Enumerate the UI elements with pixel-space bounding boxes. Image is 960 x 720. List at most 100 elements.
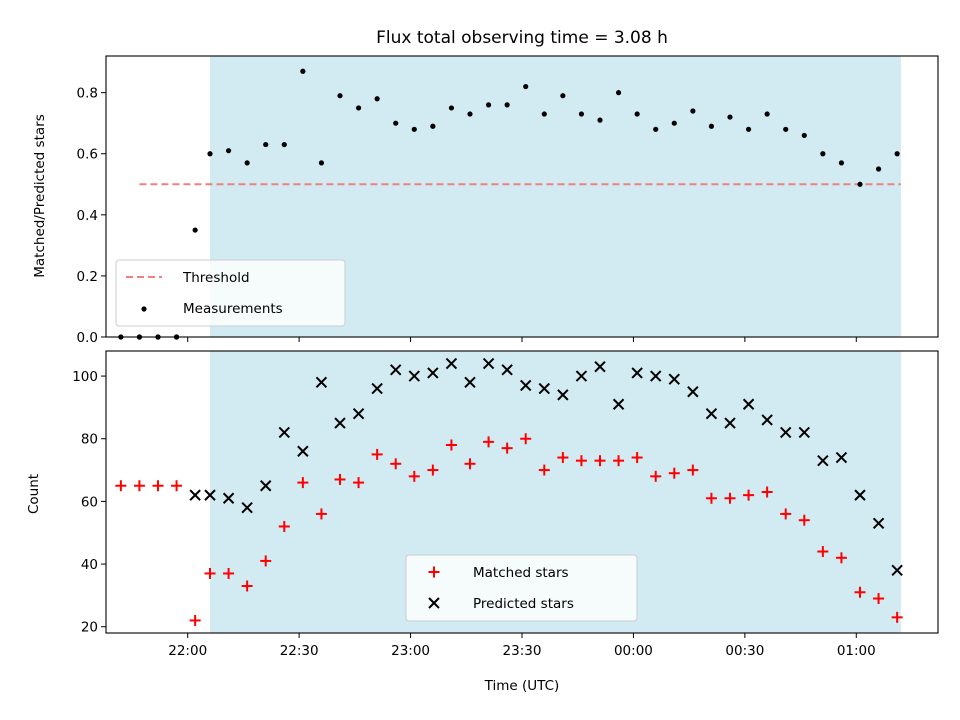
x-marker-b xyxy=(854,489,866,501)
legend-box xyxy=(115,259,346,327)
measurements-point xyxy=(560,93,566,99)
x-axis-label: Time (UTC) xyxy=(484,678,560,694)
predicted-stars-point xyxy=(557,389,569,401)
predicted-stars-point xyxy=(222,492,235,504)
measurements-point xyxy=(690,108,696,114)
matched-stars-point xyxy=(687,464,699,476)
x-marker-b xyxy=(650,370,662,382)
measurements-point xyxy=(263,141,269,148)
predicted-stars-point xyxy=(482,357,495,370)
measurements-point xyxy=(393,120,399,126)
predicted-stars-point xyxy=(872,517,885,530)
x-marker-b xyxy=(520,379,532,392)
predicted-stars-point xyxy=(189,489,201,501)
matched-stars-point xyxy=(133,480,145,492)
predicted-stars-point xyxy=(612,398,625,410)
predicted-stars-point xyxy=(668,373,680,385)
matched-stars-point xyxy=(445,439,457,451)
x-marker-b xyxy=(241,501,253,514)
predicted-stars-point xyxy=(501,364,513,376)
x-marker-b xyxy=(482,357,495,370)
x-marker-b xyxy=(260,480,272,492)
matched-stars-point xyxy=(334,473,346,485)
measurements-point xyxy=(597,117,603,123)
predicted-stars-point xyxy=(854,489,866,501)
matched-stars-point xyxy=(241,580,253,592)
legend-label: Matched stars xyxy=(473,565,569,581)
predicted-stars-point xyxy=(241,501,253,514)
predicted-stars-point xyxy=(297,445,309,457)
matched-stars-point xyxy=(260,555,272,567)
measurements-point xyxy=(653,126,659,132)
matched-stars-point xyxy=(650,470,662,482)
predicted-stars-point xyxy=(520,379,532,392)
matched-stars-point xyxy=(483,436,495,448)
matched-stars-point xyxy=(223,567,235,579)
predicted-stars-point xyxy=(371,382,383,395)
matched-stars-point xyxy=(278,520,290,532)
legend: Matched stars Predicted stars xyxy=(405,554,638,622)
matched-stars-point xyxy=(780,508,792,520)
measurements-point xyxy=(448,105,455,111)
matched-stars-point xyxy=(115,480,127,492)
y-tick-label: 60 xyxy=(81,494,98,510)
matched-stars-point xyxy=(189,614,201,626)
matched-stars-point xyxy=(594,455,606,467)
matched-stars-point xyxy=(464,458,476,470)
measurements-point xyxy=(578,111,585,117)
matched-stars-point xyxy=(798,514,810,526)
x-marker-b xyxy=(835,451,848,464)
x-marker-b xyxy=(315,376,328,389)
x-marker-b xyxy=(742,398,755,410)
matched-stars-point xyxy=(204,567,216,579)
measurements-point xyxy=(244,160,250,166)
measurements-point xyxy=(764,111,770,117)
matched-stars-point xyxy=(668,467,680,479)
predicted-stars-point xyxy=(260,480,272,492)
top-y-axis-label: Matched/Predicted stars xyxy=(32,114,48,277)
matched-stars-point xyxy=(315,508,327,520)
predicted-stars-point xyxy=(594,360,606,373)
figure-title: Flux total observing time = 3.08 h xyxy=(376,28,668,48)
x-marker-b xyxy=(798,426,810,439)
measurements-point xyxy=(523,83,529,90)
measurements-point xyxy=(485,102,492,108)
measurements-point xyxy=(634,111,640,117)
x-marker-b xyxy=(408,370,420,382)
legend-label: Threshold xyxy=(182,270,250,286)
measurements-point xyxy=(894,151,900,157)
matched-stars-point xyxy=(705,492,717,504)
predicted-stars-point xyxy=(780,426,792,439)
measurements-point xyxy=(801,132,807,139)
y-tick-label: 0.2 xyxy=(77,269,98,285)
x-marker-b xyxy=(538,382,550,395)
matched-stars-point xyxy=(171,480,183,492)
matched-stars-point xyxy=(873,593,885,605)
predicted-stars-point xyxy=(445,357,458,370)
measurements-point xyxy=(820,151,826,157)
measurements-point xyxy=(355,105,362,111)
predicted-stars-point xyxy=(724,417,736,429)
y-tick-label: 0.6 xyxy=(77,147,98,163)
predicted-stars-point xyxy=(835,451,848,464)
measurements-point xyxy=(708,123,715,129)
x-marker-b xyxy=(390,364,402,376)
measurements-point xyxy=(374,96,380,102)
matched-stars-point xyxy=(891,611,903,623)
x-tick-label: 00:00 xyxy=(614,643,653,659)
predicted-stars-point xyxy=(575,370,588,382)
x-marker-b xyxy=(891,564,903,577)
x-tick-label: 23:30 xyxy=(503,643,542,659)
predicted-stars-point xyxy=(538,382,550,395)
measurements-point xyxy=(783,126,789,132)
y-tick-label: 80 xyxy=(81,432,98,448)
measurements-point xyxy=(337,93,343,99)
measurements-point xyxy=(318,160,325,166)
predicted-stars-point xyxy=(408,370,420,382)
measurements-point xyxy=(838,160,845,166)
matched-stars-point xyxy=(520,433,532,445)
predicted-stars-point xyxy=(650,370,662,382)
matched-stars-point xyxy=(743,489,755,501)
x-tick-label: 23:00 xyxy=(391,643,430,659)
matched-stars-point xyxy=(854,586,866,598)
